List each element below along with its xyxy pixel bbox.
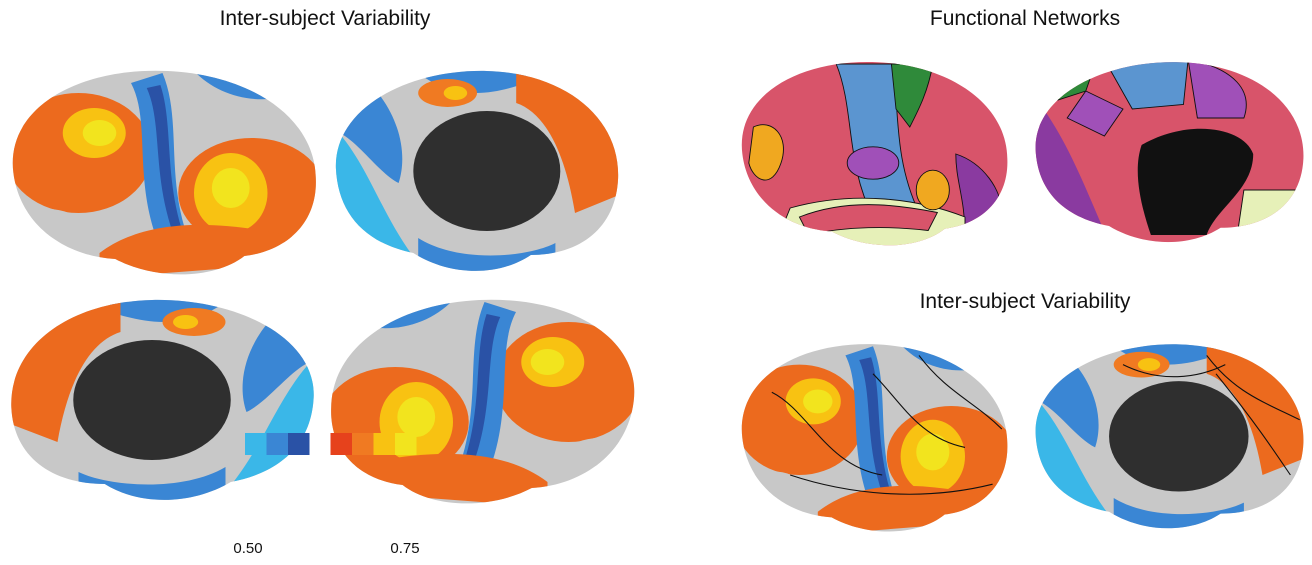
brain-medial: [5, 292, 320, 512]
brain-variability-lateral: [735, 337, 1016, 539]
colorbar-swatch: [330, 433, 352, 455]
panel-title: Functional Networks: [930, 7, 1120, 30]
brain-medial: [330, 63, 624, 283]
colorbar-swatch: [373, 433, 395, 455]
panel-title: Inter-subject Variability: [220, 7, 431, 30]
brain-lateral: [5, 63, 325, 283]
brain-network-medial: [1030, 55, 1309, 253]
colorbar-max-label: 0.75: [390, 540, 419, 557]
brain-variability-medial: [1030, 337, 1309, 539]
colorbar-min-label: 0.50: [233, 540, 262, 557]
brain-network-lateral: [735, 55, 1011, 253]
panel-title: Inter-subject Variability: [920, 290, 1131, 313]
brain-lateral: [322, 292, 642, 512]
colorbar-swatch: [245, 433, 267, 455]
colorbar-swatch: [266, 433, 288, 455]
colorbar-swatch: [352, 433, 374, 455]
colorbar: [245, 433, 417, 455]
colorbar-swatch: [395, 433, 417, 455]
colorbar-swatch: [288, 433, 310, 455]
